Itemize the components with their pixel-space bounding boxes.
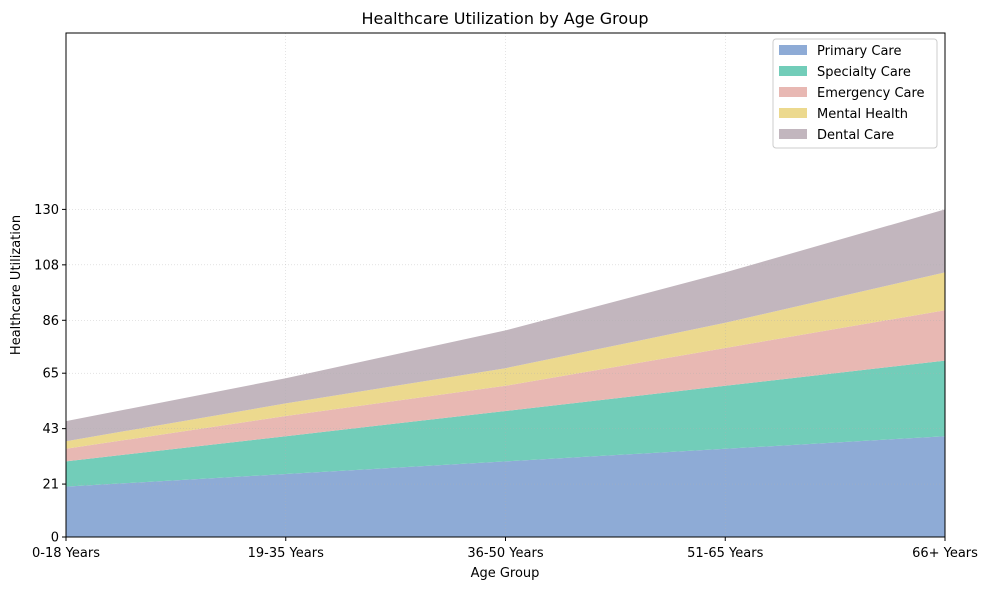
x-tick-label: 19-35 Years: [248, 546, 324, 561]
y-tick-label: 86: [42, 314, 59, 329]
legend-label-dental-care: Dental Care: [817, 128, 894, 143]
axis-layer: 0 21 43 65 86 108 130 0-18 Years 19-35 Years 36-5…: [32, 203, 978, 561]
x-tick-label: 66+ Years: [912, 546, 978, 561]
x-axis-title: Age Group: [471, 566, 540, 581]
chart-title: Healthcare Utilization by Age Group: [361, 9, 648, 28]
legend-swatch-specialty-care: [779, 66, 807, 76]
legend-swatch-primary-care: [779, 45, 807, 55]
legend-swatch-mental-health: [779, 108, 807, 118]
legend: Primary Care Specialty Care Emergency Care…: [772, 38, 938, 149]
legend-swatch-dental-care: [779, 129, 807, 139]
legend-frame: [772, 38, 938, 149]
y-tick-label: 108: [34, 258, 59, 273]
y-tick-label: 0: [51, 531, 59, 546]
legend-label-primary-care: Primary Care: [817, 44, 901, 59]
x-tick-label: 51-65 Years: [687, 546, 763, 561]
y-axis-title: Healthcare Utilization: [9, 215, 24, 355]
area-mental-health: [66, 272, 945, 449]
y-tick-label: 65: [42, 367, 59, 382]
y-tick-label: 130: [34, 203, 59, 218]
y-tick-label: 43: [42, 422, 59, 437]
legend-label-mental-health: Mental Health: [817, 107, 908, 122]
legend-swatch-emergency-care: [779, 87, 807, 97]
area-dental-care: [66, 209, 945, 442]
legend-label-specialty-care: Specialty Care: [817, 65, 911, 80]
legend-label-emergency-care: Emergency Care: [817, 86, 925, 101]
x-tick-label: 36-50 Years: [467, 546, 543, 561]
x-tick-label: 0-18 Years: [32, 546, 100, 561]
y-tick-label: 21: [42, 478, 59, 493]
